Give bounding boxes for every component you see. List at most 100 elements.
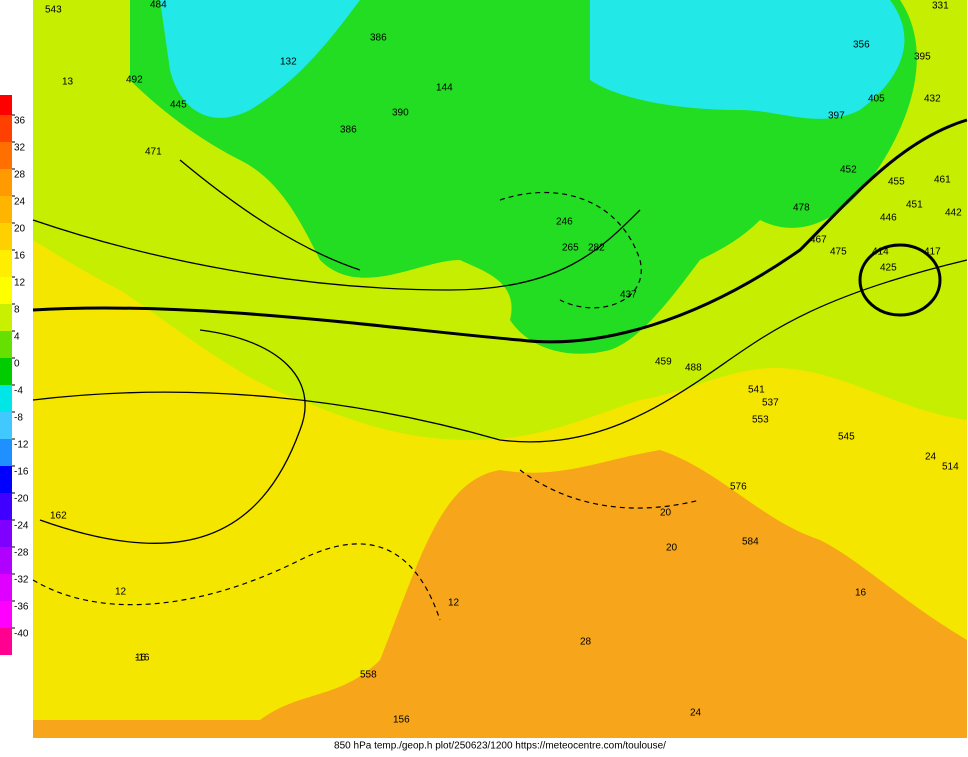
colorbar-label: 4 xyxy=(14,332,20,343)
geopotential-contour xyxy=(32,118,968,344)
colorbar-band xyxy=(0,95,12,115)
map-label: 390 xyxy=(392,108,409,119)
map-label: 461 xyxy=(934,175,951,186)
footer: 850 hPa temp./geop.h plot/250623/1200 ht… xyxy=(334,741,666,752)
colorbar-band xyxy=(0,628,12,655)
colorbar-label: 20 xyxy=(14,224,26,235)
map-label: 24 xyxy=(690,708,702,719)
colorbar-band xyxy=(0,169,12,196)
colorbar-label: 24 xyxy=(14,197,26,208)
map-label: 545 xyxy=(838,432,855,443)
colorbar-label: -28 xyxy=(14,548,29,559)
map-label: 514 xyxy=(942,462,959,473)
map-label: 576 xyxy=(730,482,747,493)
map-label: 488 xyxy=(685,363,702,374)
map-label: 395 xyxy=(914,52,931,63)
map-label: 417 xyxy=(924,247,941,258)
colorbar-label: 32 xyxy=(14,143,26,154)
map-label: 132 xyxy=(280,57,297,68)
colorbar-band xyxy=(0,358,12,385)
map-label: 541 xyxy=(748,385,765,396)
colorbar-label: -16 xyxy=(14,467,29,478)
geopotential-contour xyxy=(39,329,306,545)
map-label: 445 xyxy=(170,100,187,111)
map-label: 425 xyxy=(880,263,897,274)
map-label: 478 xyxy=(793,203,810,214)
map-label: 265 xyxy=(562,243,579,254)
map-label: 437 xyxy=(620,290,637,301)
map-label: 442 xyxy=(945,208,962,219)
map-label: 331 xyxy=(932,1,949,12)
colorbar-band xyxy=(0,196,12,223)
map-label: 144 xyxy=(436,83,453,94)
colorbar-label: -24 xyxy=(14,521,29,532)
map-label: 246 xyxy=(556,217,573,228)
map-label: 446 xyxy=(880,213,897,224)
map-label: 12 xyxy=(448,598,460,609)
map-label: 484 xyxy=(150,0,167,11)
map-label: 20 xyxy=(666,543,678,554)
footer-bg xyxy=(0,738,968,752)
temp-field-cyan xyxy=(160,0,905,119)
map-label: 537 xyxy=(762,398,779,409)
map-label: 13 xyxy=(62,77,74,88)
geopotential-contour xyxy=(32,259,968,443)
colorbar-label: 28 xyxy=(14,170,26,181)
colorbar-label: -8 xyxy=(14,413,23,424)
colorbar-band xyxy=(0,250,12,277)
colorbar-label: -20 xyxy=(14,494,29,505)
map-label: 386 xyxy=(370,33,387,44)
map-label: -16 xyxy=(135,653,150,664)
map-label: 16 xyxy=(855,588,867,599)
map-label: 451 xyxy=(906,200,923,211)
map-label: 432 xyxy=(924,94,941,105)
temperature-contour xyxy=(32,469,701,621)
map-label: 28 xyxy=(580,637,592,648)
map-label: 475 xyxy=(830,247,847,258)
map-label: 553 xyxy=(752,415,769,426)
geopotential-contour xyxy=(32,159,641,291)
colorbar-band xyxy=(0,439,12,466)
map-label: 282 xyxy=(588,243,605,254)
map-label: 20 xyxy=(660,508,672,519)
map-label: 558 xyxy=(360,670,377,681)
colorbar-label: -32 xyxy=(14,575,29,586)
colorbar-band xyxy=(0,331,12,358)
map-label: 452 xyxy=(840,165,857,176)
map-label: 386 xyxy=(340,125,357,136)
colorbar-band xyxy=(0,277,12,304)
colorbar-label: 16 xyxy=(14,251,26,262)
map-label: 24 xyxy=(925,452,937,463)
colorbar-label: 36 xyxy=(14,116,26,127)
map-label: 467 xyxy=(810,235,827,246)
colorbar-band xyxy=(0,115,12,142)
colorbar-label: 12 xyxy=(14,278,26,289)
colorbar-label: -36 xyxy=(14,602,29,613)
map-label: 405 xyxy=(868,94,885,105)
colorbar-band xyxy=(0,547,12,574)
map-label: 156 xyxy=(393,715,410,726)
map-label: 543 xyxy=(45,5,62,16)
colorbar-band xyxy=(0,574,12,601)
map-label: 162 xyxy=(50,511,67,522)
colorbar-band xyxy=(0,412,12,439)
map-label: 356 xyxy=(853,40,870,51)
colorbar-band xyxy=(0,142,12,169)
geopotential-contour xyxy=(858,243,942,317)
colorbar-band xyxy=(0,385,12,412)
map-label: 584 xyxy=(742,537,759,548)
colorbar-band xyxy=(0,223,12,250)
map-label: 12 xyxy=(115,587,127,598)
colorbar-band xyxy=(0,520,12,547)
colorbar-band xyxy=(0,304,12,331)
colorbar-label: 8 xyxy=(14,305,20,316)
colorbar-band xyxy=(0,493,12,520)
map-label: 471 xyxy=(145,147,162,158)
map-label: 459 xyxy=(655,357,672,368)
colorbar-label: -12 xyxy=(14,440,29,451)
colorbar-label: -4 xyxy=(14,386,23,397)
map-label: 455 xyxy=(888,177,905,188)
map-label: 492 xyxy=(126,75,143,86)
